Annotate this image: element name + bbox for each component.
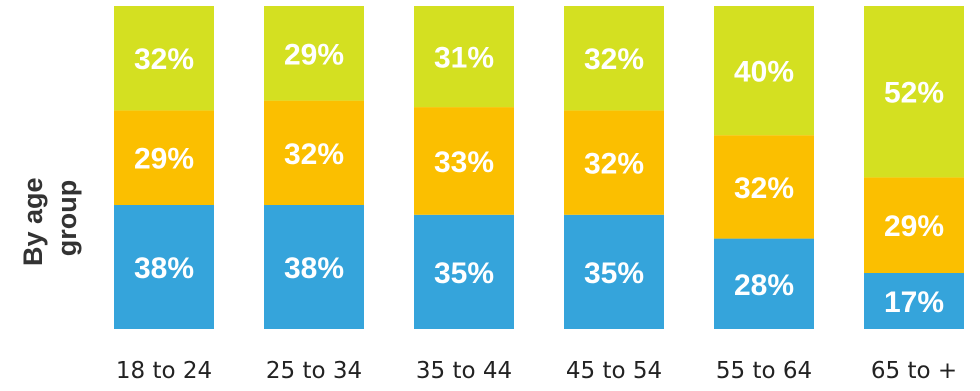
data-label: 17% xyxy=(884,286,944,319)
bar-top-segment xyxy=(564,6,664,111)
bar-top-segment xyxy=(714,6,814,136)
bar-top-segment xyxy=(114,6,214,111)
group-label-line-2: group xyxy=(52,180,82,256)
data-label: 32% xyxy=(134,43,194,76)
bar-bottom-segment xyxy=(114,205,214,329)
data-label: 32% xyxy=(284,138,344,171)
data-label: 40% xyxy=(734,56,794,89)
bar-bottom-segment xyxy=(714,238,814,329)
bar-top-segment xyxy=(414,6,514,108)
group-label-line-1: By age xyxy=(18,177,48,266)
bar-bottom-segment xyxy=(864,273,964,329)
bar-top-segment xyxy=(264,6,364,101)
data-label: 35% xyxy=(434,257,494,290)
data-label: 38% xyxy=(134,252,194,285)
bar-middle-segment xyxy=(564,110,664,215)
category-label: 65 to + xyxy=(871,358,957,384)
group-label: By age group xyxy=(18,170,82,266)
data-label: 38% xyxy=(284,252,344,285)
bar-bottom-segment xyxy=(414,214,514,329)
bar-middle-segment xyxy=(414,107,514,215)
bar-bottom-segment xyxy=(564,214,664,329)
data-label: 33% xyxy=(434,146,494,179)
data-label: 29% xyxy=(134,143,194,176)
data-label: 29% xyxy=(284,38,344,71)
bar-middle-segment xyxy=(114,110,214,205)
bar-middle-segment xyxy=(864,177,964,273)
data-label: 32% xyxy=(584,148,644,181)
category-label: 18 to 24 xyxy=(116,358,212,384)
bar-bottom-segment xyxy=(264,205,364,329)
category-labels: 18 to 24 25 to 34 35 to 44 45 to 54 55 to 64… xyxy=(116,358,957,384)
bar-middle-segment xyxy=(714,135,814,239)
bars-group: 38% 29% 32% 38% 32% 29% 35% 33% 31% 35% 32% 32% 28% 3… xyxy=(114,6,964,329)
data-label: 52% xyxy=(884,77,944,110)
bar-middle-segment xyxy=(264,100,364,205)
category-label: 45 to 54 xyxy=(566,358,662,384)
data-label: 32% xyxy=(584,43,644,76)
data-label: 35% xyxy=(584,257,644,290)
data-label: 32% xyxy=(734,172,794,205)
bar-top-segment xyxy=(864,6,964,178)
category-label: 55 to 64 xyxy=(716,358,812,384)
data-label: 28% xyxy=(734,269,794,302)
data-label: 31% xyxy=(434,42,494,75)
category-label: 25 to 34 xyxy=(266,358,362,384)
category-label: 35 to 44 xyxy=(416,358,512,384)
data-label: 29% xyxy=(884,210,944,243)
